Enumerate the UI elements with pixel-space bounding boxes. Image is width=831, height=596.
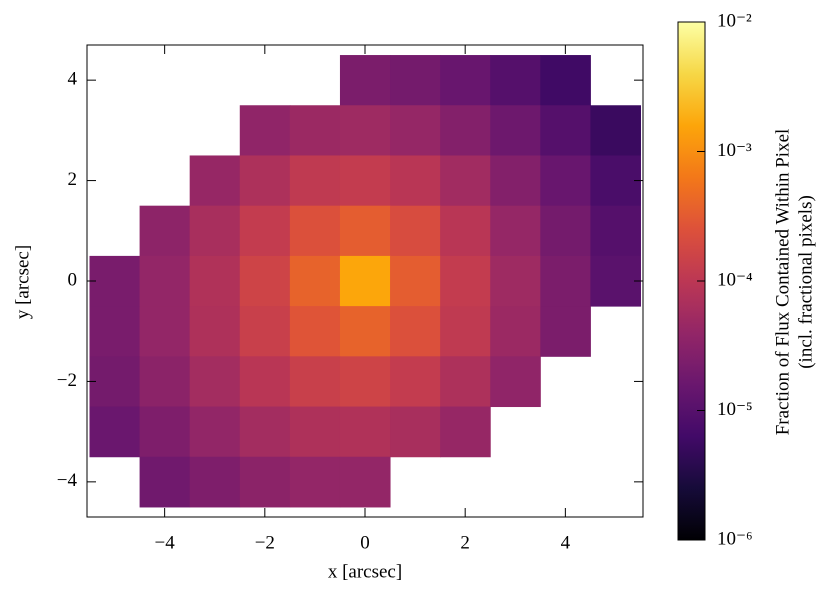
heatmap-cell [89,306,141,357]
y-tick-label: −2 [57,370,77,391]
y-tick-label: −4 [57,470,78,491]
heatmap-cell [339,456,391,508]
heatmap-cell [139,456,191,508]
heatmap-cell [490,356,541,408]
heatmap-cell [189,255,241,307]
heatmap-cell [339,105,391,156]
heatmap-cell [239,255,291,307]
heatmap-cell [189,406,241,458]
heatmap-cell [289,255,341,307]
y-tick-label: 4 [68,69,78,90]
heatmap-cell [390,255,441,307]
colorbar-label: (incl. fractional pixels) [795,195,816,369]
y-axis-label: y [arcsec] [12,245,33,319]
heatmap-cell [289,406,341,458]
heatmap-cell [490,105,541,156]
x-tick-label: −4 [155,532,176,553]
heatmap-cell [390,406,441,458]
heatmap-cell [289,105,341,156]
x-tick-label: 4 [561,532,571,553]
heatmap-cell [139,406,191,458]
heatmap-cell [239,105,291,156]
colorbar-label: Fraction of Flux Contained Within Pixel [772,129,793,436]
heatmap-cell [540,155,591,207]
heatmap-cell [239,356,291,408]
heatmap-cell [540,205,591,257]
heatmap-cell [239,205,291,257]
heatmap-cell [390,105,441,156]
heatmap-cell [440,255,491,307]
heatmap-cell [189,306,241,357]
heatmap-cell [239,306,291,357]
x-tick-label: 2 [460,532,470,553]
heatmap-cell [490,155,541,207]
heatmap-cell [540,105,591,156]
heatmap-cell [189,356,241,408]
heatmap-cell [139,205,191,257]
heatmap-cell [189,155,241,207]
heatmap-cell [239,406,291,458]
y-tick-label: 0 [68,269,78,290]
heatmap-cell [339,406,391,458]
heatmap-cell [440,356,491,408]
heatmap-cell [440,406,491,458]
heatmap-cell [339,255,391,307]
heatmap-cell [289,306,341,357]
heatmap-cell [440,55,491,106]
heatmap-cell [590,205,641,257]
heatmap-cell [390,55,441,106]
heatmap-cell [490,255,541,307]
heatmap-cell [289,205,341,257]
heatmap-cell [490,205,541,257]
heatmap-cell [490,55,541,106]
heatmap-cell [540,255,591,307]
y-tick-label: 2 [68,169,78,190]
heatmap-cell [540,55,591,106]
heatmap-cell [239,155,291,207]
heatmap-cell [440,155,491,207]
heatmap [89,55,641,508]
heatmap-cell [339,55,391,106]
heatmap-cell [440,306,491,357]
heatmap-cell [590,155,641,207]
heatmap-cell [440,105,491,156]
heatmap-cell [339,205,391,257]
heatmap-cell [189,456,241,508]
heatmap-cell [339,155,391,207]
heatmap-cell [390,356,441,408]
heatmap-cell [339,356,391,408]
heatmap-cell [590,105,641,156]
heatmap-cell [89,255,141,307]
heatmap-cell [289,155,341,207]
heatmap-cell [289,456,341,508]
heatmap-cell [189,205,241,257]
x-tick-label: 0 [360,532,370,553]
colorbar-tick-label: 10⁻⁶ [717,528,753,549]
heatmap-cell [540,306,591,357]
heatmap-cell [390,306,441,357]
colorbar-tick-label: 10⁻⁴ [717,269,753,290]
colorbar-tick-label: 10⁻² [717,10,752,31]
heatmap-cell [289,356,341,408]
x-tick-label: −2 [255,532,275,553]
heatmap-cell [89,356,141,408]
heatmap-cell [440,205,491,257]
heatmap-cell [139,306,191,357]
heatmap-cell [590,255,641,307]
heatmap-cell [139,255,191,307]
colorbar-tick-label: 10⁻³ [717,140,752,161]
heatmap-cell [390,155,441,207]
heatmap-cell [339,306,391,357]
heatmap-cell [89,406,141,458]
colorbar-tick-label: 10⁻⁵ [717,399,753,420]
heatmap-cell [390,205,441,257]
x-axis-label: x [arcsec] [328,561,402,582]
heatmap-cell [139,356,191,408]
heatmap-cell [490,306,541,357]
heatmap-cell [239,456,291,508]
